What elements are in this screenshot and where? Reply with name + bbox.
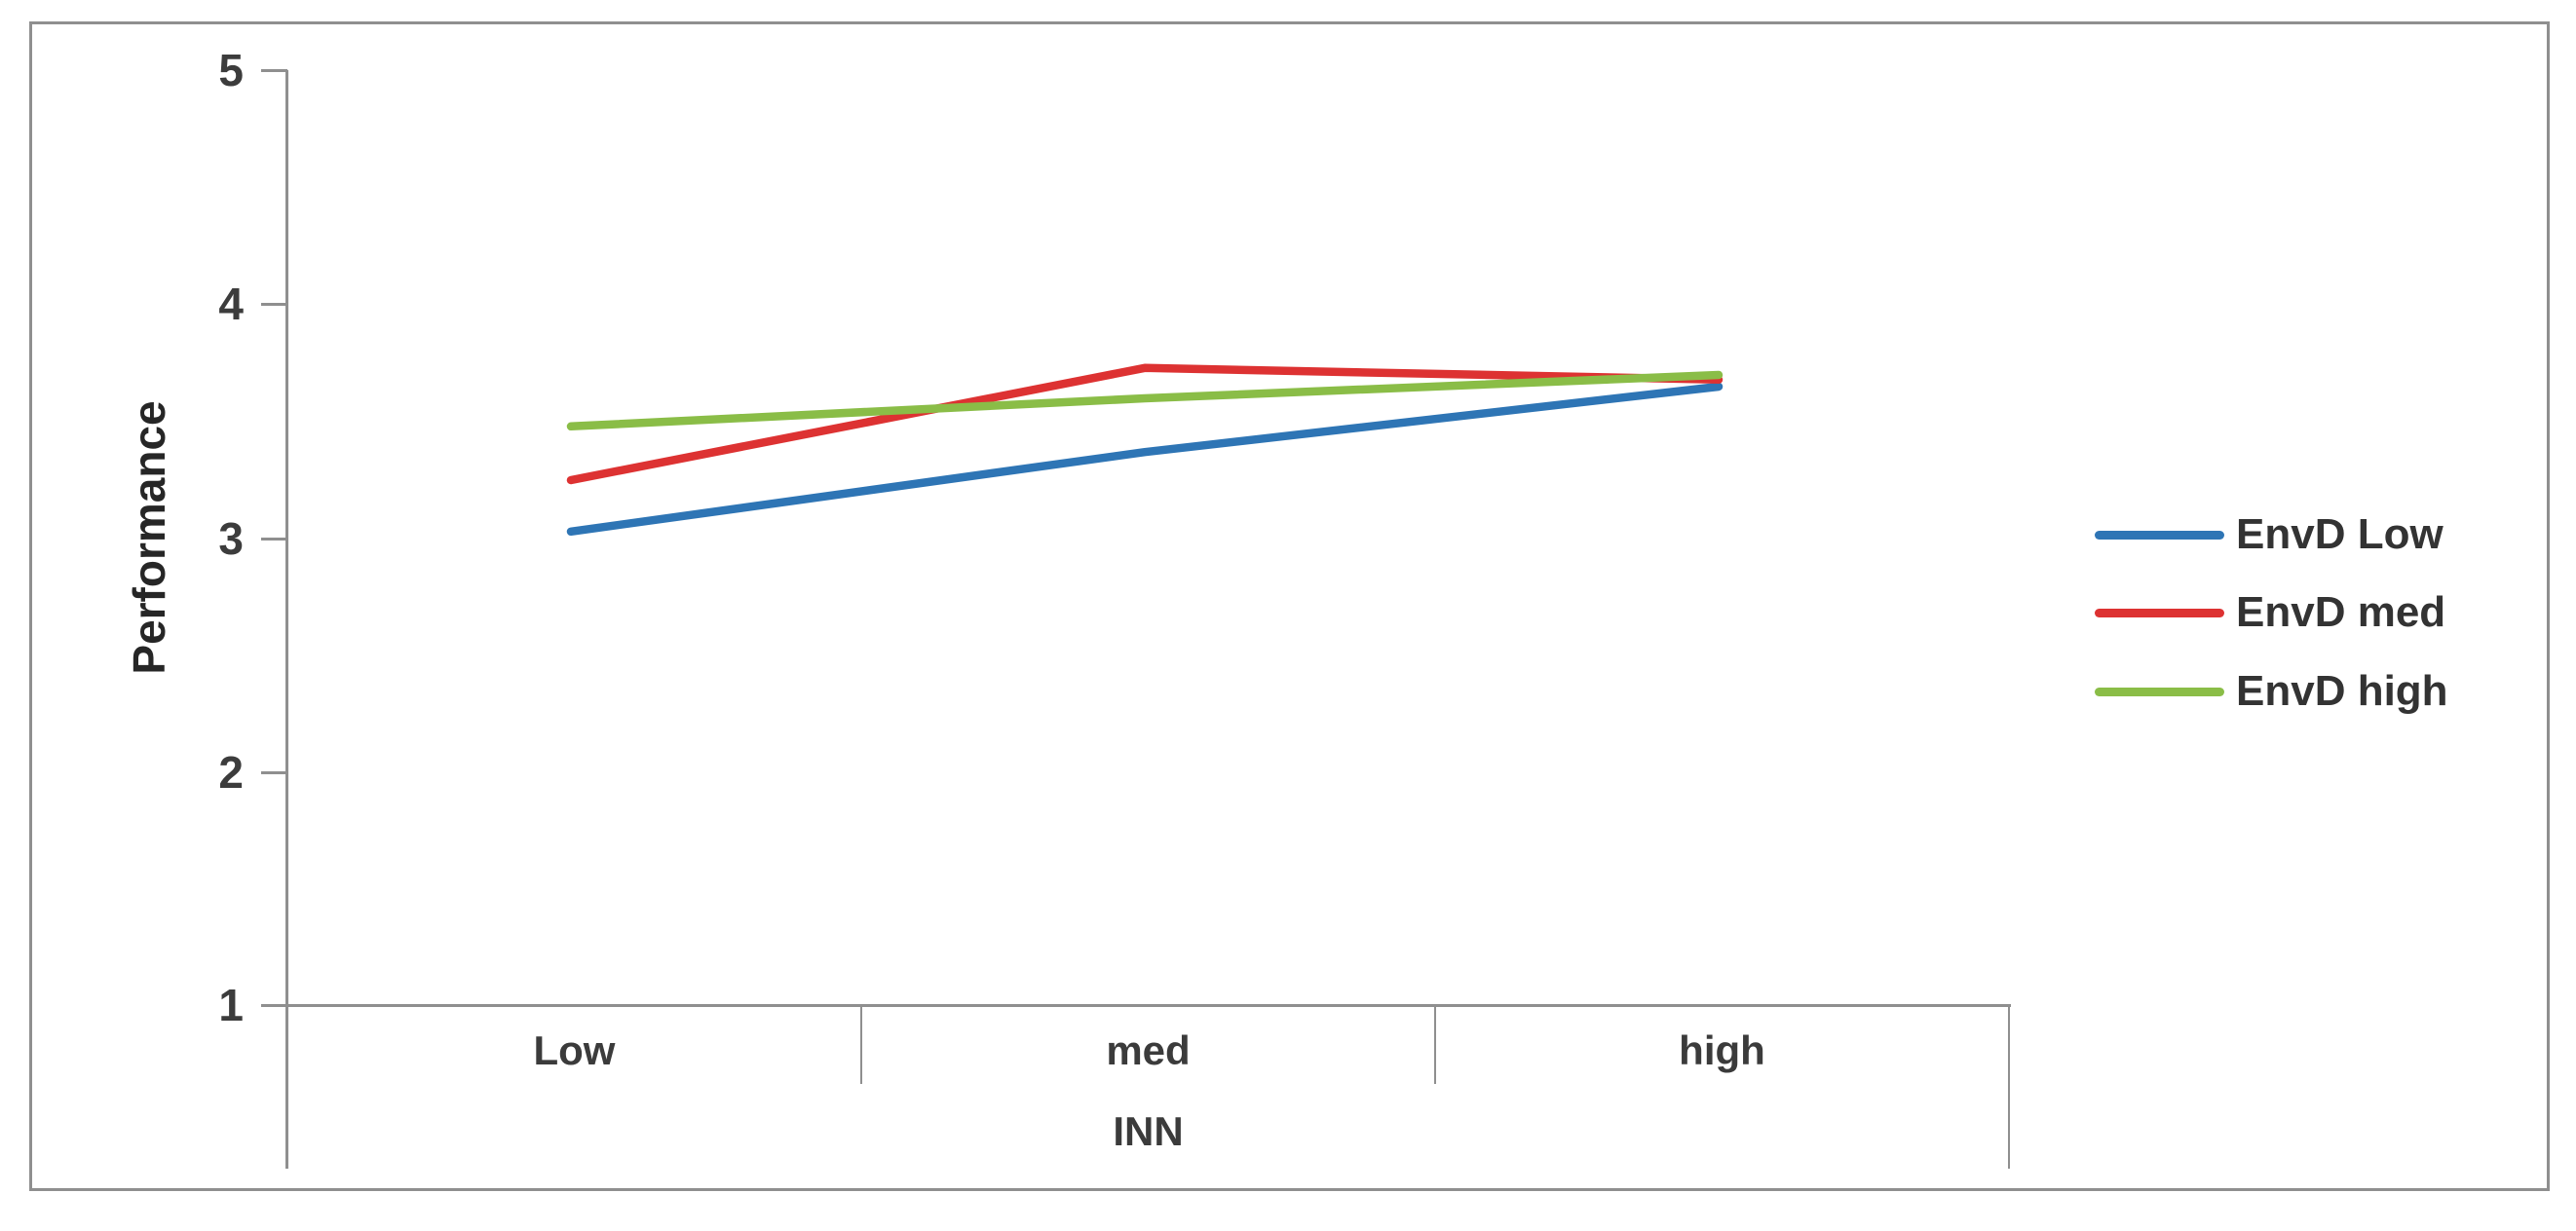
- y-axis-tick: [261, 771, 287, 774]
- legend-swatch-envd-high: [2095, 687, 2224, 696]
- y-axis-tick: [261, 69, 287, 72]
- x-category-label-med: med: [1106, 1027, 1191, 1073]
- legend-swatch-envd-med: [2095, 608, 2224, 617]
- y-tick-label-2: 2: [218, 747, 244, 798]
- legend-item-envd-high: EnvD high: [2095, 653, 2448, 730]
- series-line-envd-med: [566, 363, 1724, 485]
- legend-item-envd-med: EnvD med: [2095, 574, 2445, 652]
- y-axis-tick: [261, 538, 287, 541]
- series-line-envd-high: [566, 370, 1724, 431]
- x-axis-line: [285, 1004, 2011, 1007]
- y-tick-label-1: 1: [218, 980, 244, 1030]
- chart-border-frame: [29, 21, 2550, 1191]
- y-tick-label-3: 3: [218, 513, 244, 564]
- legend-swatch-envd-low: [2095, 530, 2224, 540]
- x-axis-category-separator: [1434, 1006, 1436, 1084]
- y-tick-label-4: 4: [218, 279, 244, 329]
- y-axis-line: [285, 70, 288, 1169]
- x-axis-right-edge: [2008, 1006, 2010, 1169]
- y-axis-tick: [261, 303, 287, 306]
- x-category-label-low: Low: [533, 1027, 616, 1073]
- legend-item-envd-low: EnvD Low: [2095, 496, 2443, 574]
- legend-label: EnvD Low: [2236, 510, 2443, 558]
- x-axis-title: INN: [1113, 1108, 1184, 1154]
- legend-label: EnvD med: [2236, 588, 2446, 636]
- y-tick-label-5: 5: [218, 45, 244, 95]
- x-axis-category-separator: [860, 1006, 862, 1084]
- legend-label: EnvD high: [2236, 667, 2448, 715]
- series-line-envd-low: [566, 382, 1724, 537]
- x-category-label-high: high: [1679, 1027, 1765, 1073]
- y-axis-tick: [261, 1004, 287, 1007]
